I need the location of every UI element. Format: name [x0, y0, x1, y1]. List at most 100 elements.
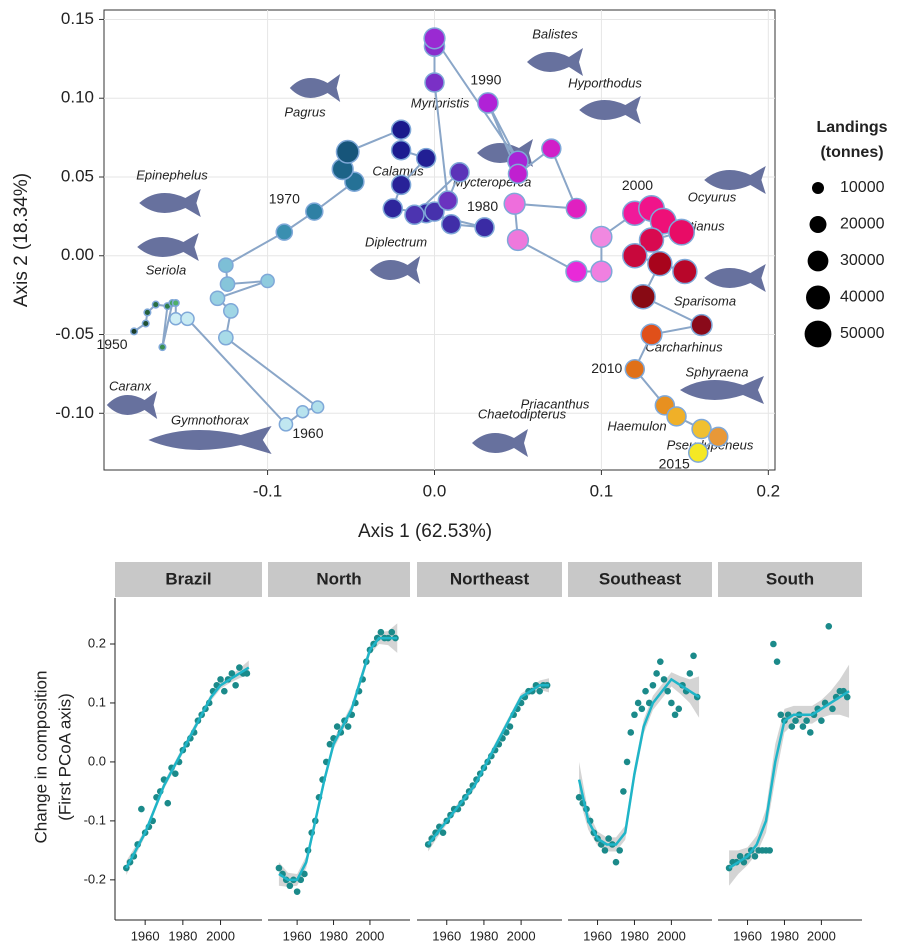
- y-tick-label: -0.10: [55, 403, 94, 422]
- point: [668, 699, 675, 707]
- point: [310, 400, 325, 414]
- legend-size: [812, 182, 824, 194]
- y-tick-label: -0.2: [84, 871, 106, 886]
- x-axis-label: Axis 1 (62.53%): [358, 521, 492, 542]
- fish-icon: [704, 166, 766, 194]
- fish-icon: [680, 376, 764, 404]
- point: [243, 670, 251, 677]
- point: [439, 829, 447, 836]
- point: [666, 406, 687, 427]
- facet-strip: [568, 562, 712, 597]
- point: [634, 699, 642, 707]
- point: [260, 273, 275, 289]
- y-tick-label: 0.15: [61, 9, 94, 28]
- confidence-band: [126, 660, 249, 876]
- y-tick-label: 0.2: [88, 635, 106, 650]
- fish-icon: [527, 48, 583, 76]
- point: [278, 416, 294, 432]
- point: [627, 729, 635, 736]
- point: [305, 202, 324, 221]
- legend-size: [807, 250, 829, 272]
- fish-icon: [477, 139, 533, 167]
- point: [630, 283, 656, 310]
- species-label: Priacanthus: [521, 396, 590, 411]
- point: [649, 681, 657, 689]
- point: [301, 870, 308, 878]
- point: [664, 687, 671, 695]
- confidence-band: [278, 623, 398, 887]
- point: [236, 664, 243, 671]
- point: [691, 418, 712, 440]
- point: [818, 717, 825, 724]
- point: [601, 847, 609, 854]
- point: [169, 312, 183, 326]
- facet-title: Brazil: [165, 569, 211, 588]
- point: [390, 139, 412, 161]
- fit-line: [577, 677, 700, 846]
- species-label: Haemulon: [607, 418, 666, 433]
- point: [335, 139, 360, 164]
- fish-icon: [137, 233, 199, 261]
- point: [506, 228, 530, 252]
- point: [671, 711, 679, 719]
- fit-line: [125, 666, 250, 869]
- point: [788, 723, 796, 730]
- fish-icon: [472, 429, 528, 457]
- species-label: Balistes: [532, 26, 578, 41]
- point: [773, 658, 781, 665]
- point: [653, 670, 660, 677]
- x-tick-label: -0.1: [253, 481, 282, 500]
- y-tick-label: 0.05: [61, 166, 94, 185]
- x-tick-label: 2000: [507, 928, 536, 943]
- point: [382, 198, 404, 219]
- point: [638, 705, 646, 713]
- point: [424, 201, 445, 222]
- point: [541, 138, 562, 159]
- point: [437, 190, 459, 211]
- point: [390, 174, 412, 196]
- point: [751, 852, 759, 860]
- confidence-band: [729, 664, 850, 886]
- y-axis-label: Change in composition: [31, 671, 50, 844]
- facet-title: Southeast: [599, 569, 682, 588]
- year-label: 1960: [292, 425, 323, 441]
- point: [657, 658, 664, 665]
- point: [605, 835, 612, 842]
- point: [687, 442, 709, 463]
- point: [293, 888, 301, 895]
- point: [736, 852, 744, 860]
- point: [228, 670, 236, 677]
- legend-size: [806, 285, 830, 310]
- point: [217, 257, 234, 274]
- point: [390, 119, 412, 140]
- y-axis-label: Axis 2 (18.34%): [11, 173, 32, 307]
- fit-line: [728, 690, 850, 870]
- confidence-band: [579, 672, 700, 852]
- point: [575, 794, 583, 801]
- point: [690, 313, 713, 337]
- species-label: Sphyraena: [686, 364, 749, 379]
- point: [295, 404, 310, 419]
- point: [151, 300, 160, 309]
- point: [623, 758, 631, 766]
- species-label: Diplectrum: [365, 234, 427, 249]
- legend-label: 40000: [840, 289, 885, 306]
- point: [645, 699, 653, 707]
- legend-size: [804, 320, 832, 348]
- point: [825, 623, 833, 630]
- point: [690, 652, 697, 660]
- x-tick-label: 0.1: [590, 481, 614, 500]
- x-tick-label: 1980: [770, 928, 799, 943]
- point: [424, 72, 445, 93]
- point: [624, 358, 646, 380]
- fit-line: [278, 636, 398, 882]
- point: [333, 723, 341, 730]
- point: [223, 303, 239, 319]
- point: [536, 687, 543, 695]
- point: [640, 323, 663, 346]
- point: [172, 770, 179, 778]
- legend-label: 30000: [840, 252, 885, 269]
- point: [275, 864, 283, 872]
- fish-icon: [579, 96, 641, 124]
- x-tick-label: 1960: [432, 928, 461, 943]
